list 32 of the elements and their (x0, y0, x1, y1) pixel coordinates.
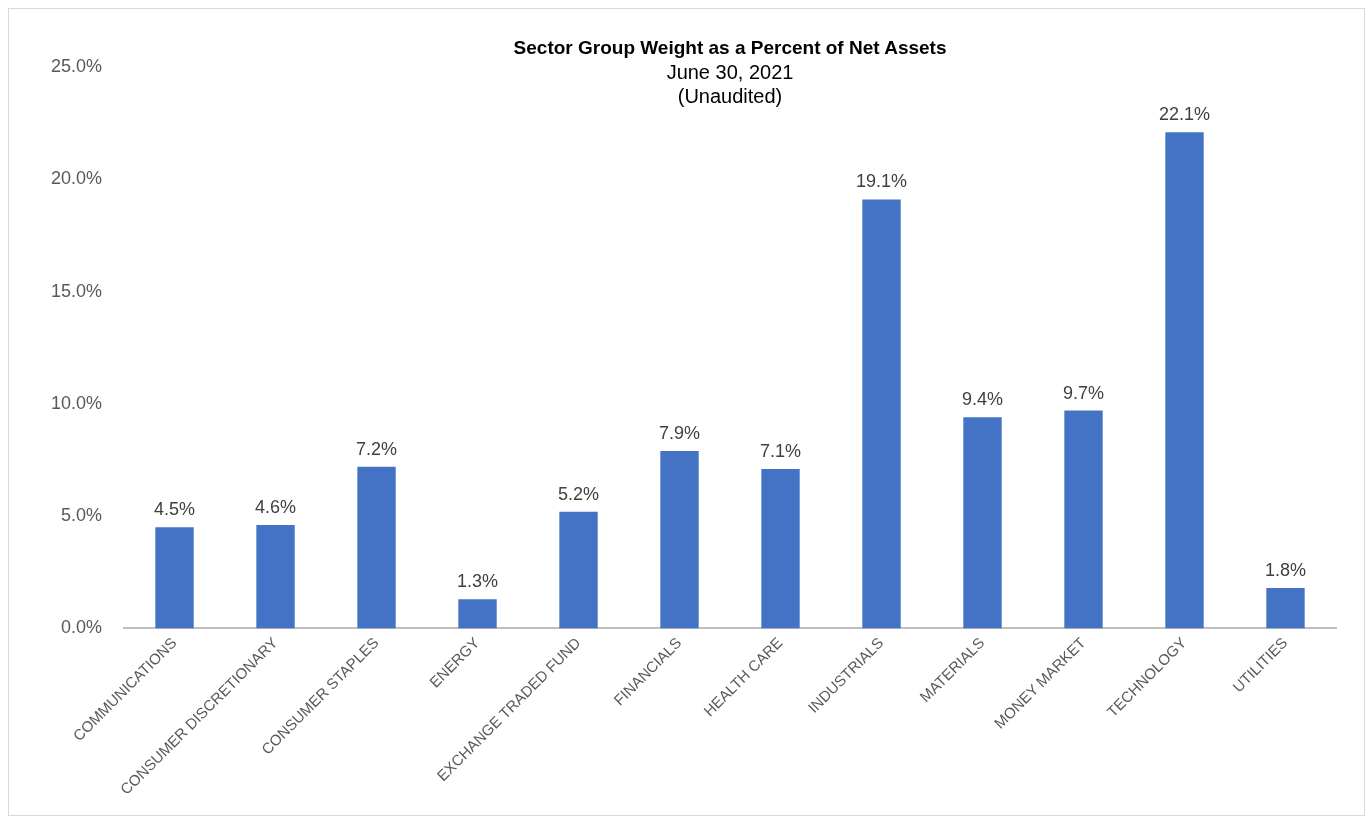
bar (761, 468, 800, 629)
y-tick-label: 5.0% (61, 505, 103, 526)
chart-subtitle: June 30, 2021 (Unaudited) (666, 60, 794, 107)
data-label: 7.1% (760, 440, 802, 461)
y-tick-label: 10.0% (50, 392, 103, 413)
data-label: 4.5% (154, 499, 196, 520)
bar (559, 511, 598, 629)
bar (357, 466, 396, 629)
data-label: 4.6% (255, 497, 297, 518)
data-label: 1.8% (1264, 559, 1307, 580)
data-label: 19.1% (855, 171, 908, 192)
bar (458, 599, 497, 629)
y-tick-label: 0.0% (61, 617, 103, 638)
y-tick-label: 25.0% (50, 55, 103, 76)
y-tick-label: 15.0% (50, 280, 103, 301)
bar (963, 417, 1002, 629)
bar (660, 451, 699, 629)
data-label: 22.1% (1158, 104, 1211, 125)
data-label: 1.3% (457, 571, 499, 592)
data-label: 5.2% (558, 483, 600, 504)
data-label: 9.4% (962, 389, 1004, 410)
data-label: 9.7% (1062, 382, 1105, 403)
data-label: 7.9% (659, 422, 701, 443)
bar (155, 527, 194, 629)
bar (862, 199, 901, 629)
y-tick-label: 20.0% (50, 168, 103, 189)
chart-title: Sector Group Weight as a Percent of Net Assets (513, 37, 947, 59)
data-label: 7.2% (356, 438, 398, 459)
bar (1064, 410, 1103, 629)
bar (256, 525, 295, 629)
bar (1266, 588, 1305, 629)
bar (1165, 132, 1204, 629)
